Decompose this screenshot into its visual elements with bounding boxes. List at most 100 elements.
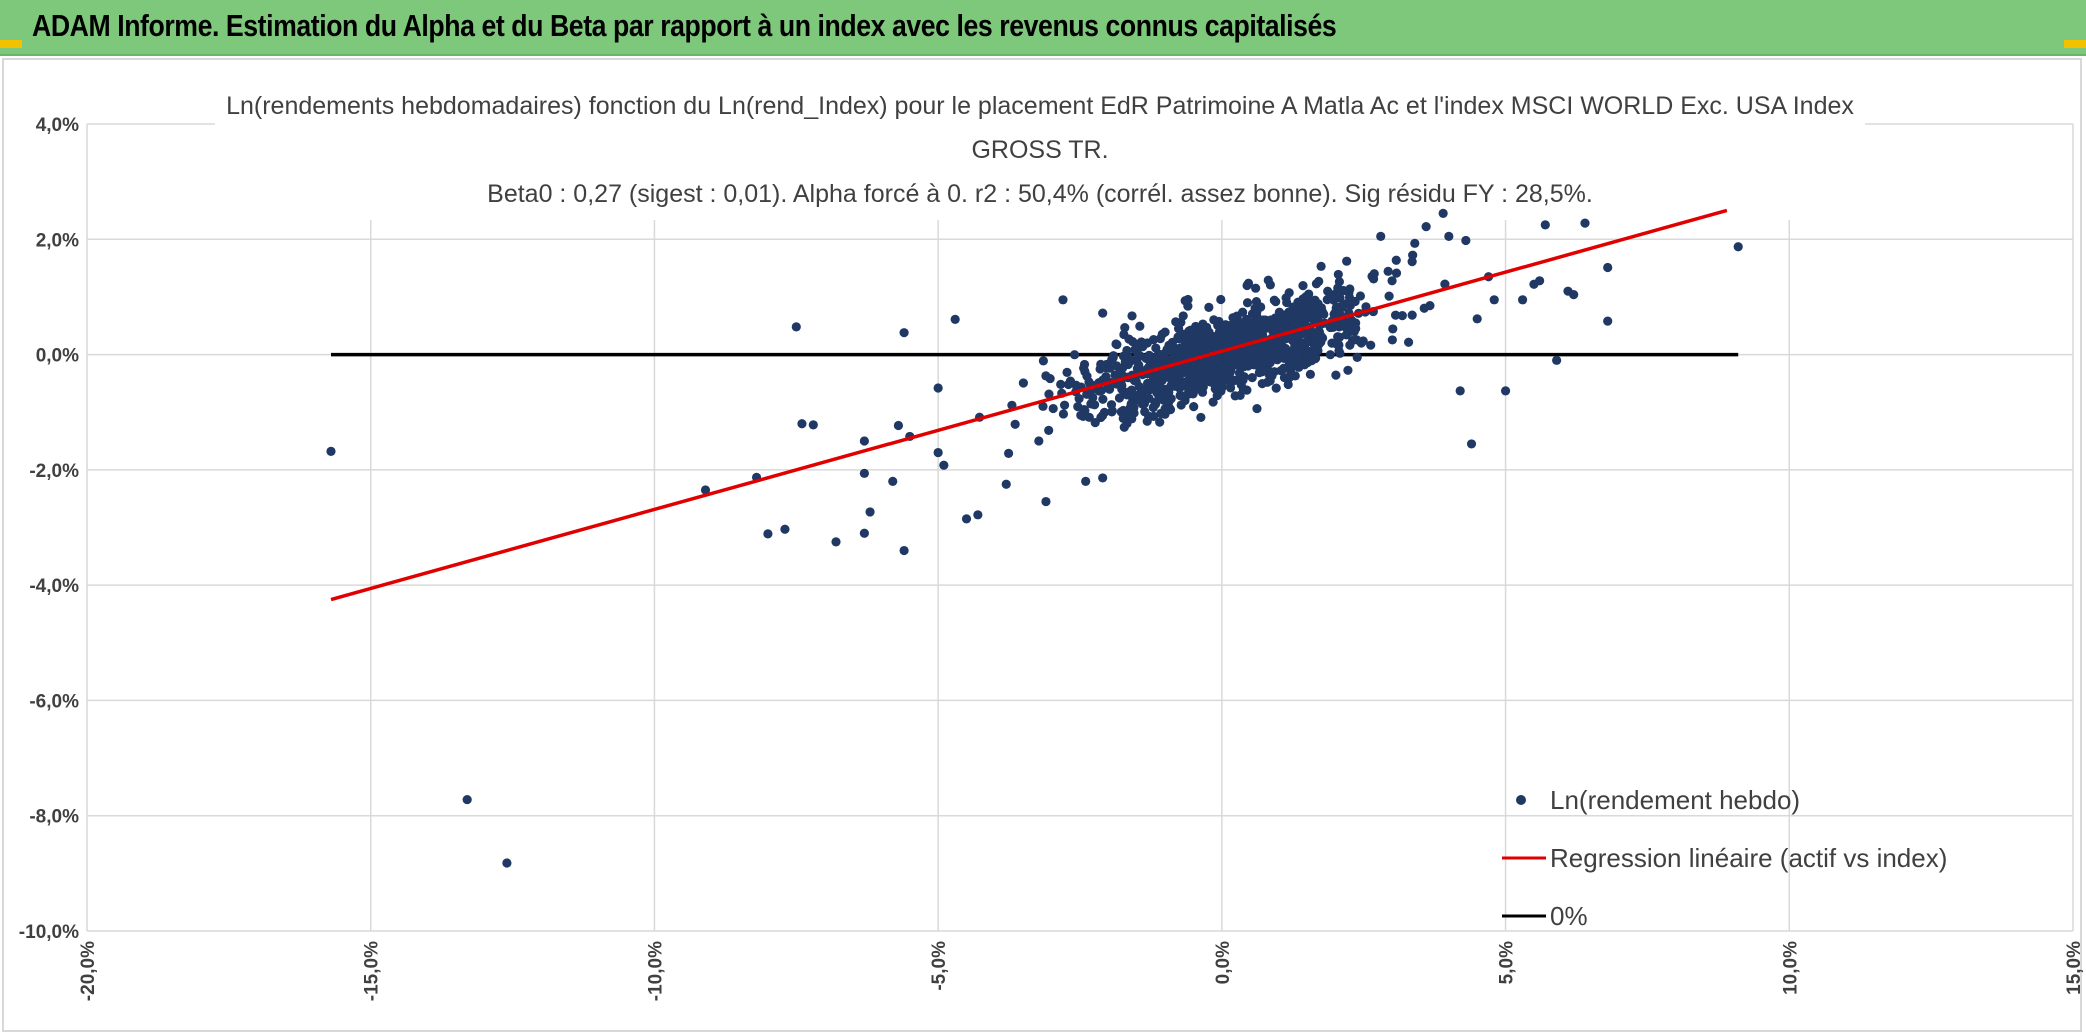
scatter-point bbox=[1345, 284, 1355, 294]
scatter-point bbox=[797, 419, 807, 429]
scatter-point bbox=[1216, 294, 1226, 305]
scatter-point bbox=[865, 507, 875, 517]
scatter-point bbox=[1210, 384, 1220, 394]
gridlines bbox=[86, 123, 2074, 932]
scatter-point bbox=[1349, 326, 1359, 337]
scatter-point bbox=[899, 545, 909, 556]
scatter-point bbox=[1156, 408, 1166, 419]
scatter-point bbox=[1118, 351, 1129, 361]
scatter-point bbox=[763, 529, 773, 539]
chart-title: Ln(rendements hebdomadaires) fonction du… bbox=[215, 80, 1865, 220]
scatter-point bbox=[1472, 314, 1482, 324]
scatter-point bbox=[1223, 367, 1233, 377]
scatter-point bbox=[1298, 294, 1308, 304]
scatter-point bbox=[1366, 340, 1376, 350]
x-tick-label: 0,0% bbox=[1213, 941, 1234, 984]
regression-line bbox=[330, 208, 1728, 602]
scatter-point bbox=[1273, 325, 1283, 335]
scatter-point bbox=[1271, 297, 1281, 307]
scatter-point bbox=[1189, 402, 1199, 412]
scatter-point bbox=[1271, 383, 1281, 393]
legend-label-regression: Regression linéaire (actif vs index) bbox=[1550, 843, 1947, 873]
scatter-point bbox=[1044, 425, 1054, 435]
scatter-point bbox=[1376, 231, 1386, 242]
scatter-point bbox=[1178, 342, 1188, 352]
scatter-point bbox=[1044, 389, 1054, 399]
scatter-point bbox=[1455, 386, 1465, 396]
scatter-point bbox=[1175, 380, 1186, 390]
scatter-point bbox=[1112, 339, 1122, 350]
scatter-point bbox=[1603, 262, 1613, 273]
chart-title-line-3: Beta0 : 0,27 (sigest : 0,01). Alpha forc… bbox=[487, 180, 1593, 208]
y-tick-label: 0,0% bbox=[36, 346, 79, 367]
scatter-point bbox=[1293, 305, 1304, 315]
scatter-point bbox=[1155, 417, 1165, 427]
scatter-point bbox=[1410, 238, 1420, 248]
scatter-point bbox=[1056, 379, 1066, 389]
legend: Ln(rendement hebdo) Regression linéaire … bbox=[1502, 785, 1947, 931]
scatter-point bbox=[1333, 269, 1343, 280]
scatter-point bbox=[1074, 394, 1084, 404]
x-tick-label: -5,0% bbox=[929, 941, 950, 991]
scatter-point bbox=[1183, 348, 1193, 358]
scatter-point bbox=[1290, 371, 1300, 381]
scatter-point bbox=[1284, 315, 1294, 325]
scatter-point bbox=[1339, 299, 1350, 309]
scatter-point bbox=[1279, 364, 1289, 374]
scatter-point bbox=[1041, 496, 1051, 507]
scatter-point bbox=[1149, 411, 1159, 421]
scatter-point bbox=[1018, 378, 1028, 388]
x-tick-label: -15,0% bbox=[362, 941, 383, 1001]
scatter-point bbox=[1255, 356, 1265, 367]
scatter-point bbox=[1230, 391, 1240, 401]
scatter-point bbox=[1144, 350, 1154, 360]
scatter-point bbox=[1244, 330, 1255, 340]
scatter-point bbox=[1197, 387, 1208, 397]
x-tick-label: 15,0% bbox=[2064, 941, 2085, 995]
scatter-point bbox=[1310, 354, 1320, 364]
scatter-point bbox=[1058, 295, 1068, 305]
scatter-point bbox=[1286, 308, 1296, 318]
scatter-point bbox=[700, 485, 711, 495]
scatter-point bbox=[1257, 315, 1267, 325]
scatter-point bbox=[1228, 355, 1238, 365]
scatter-point bbox=[1333, 332, 1343, 342]
scatter-point bbox=[1080, 406, 1090, 416]
scatter-point bbox=[859, 436, 869, 446]
scatter-point bbox=[1081, 476, 1091, 486]
scatter-point bbox=[1347, 335, 1358, 346]
scatter-point bbox=[1407, 310, 1417, 320]
scatter-point bbox=[1603, 316, 1613, 326]
scatter-point bbox=[1421, 222, 1431, 232]
scatter-point bbox=[1384, 291, 1394, 301]
scatter-point bbox=[1135, 321, 1145, 331]
scatter-point bbox=[1071, 380, 1081, 390]
scatter-point bbox=[1125, 403, 1135, 413]
scatter-point bbox=[1082, 389, 1092, 399]
scatter-point bbox=[1185, 335, 1196, 345]
scatter-point bbox=[1203, 344, 1213, 354]
scatter-point bbox=[859, 528, 869, 538]
scatter-point bbox=[831, 537, 841, 547]
scatter-point bbox=[1204, 302, 1214, 312]
scatter-point bbox=[1188, 363, 1198, 373]
scatter-point bbox=[1118, 413, 1128, 423]
x-tick-label: 10,0% bbox=[1780, 941, 1801, 995]
scatter-point bbox=[1080, 366, 1090, 377]
scatter-point bbox=[1088, 399, 1098, 409]
scatter-point bbox=[1107, 354, 1117, 365]
scatter-point bbox=[1001, 479, 1011, 489]
scatter-point bbox=[1214, 316, 1224, 327]
scatter-point bbox=[1197, 361, 1207, 371]
scatter-point bbox=[1296, 342, 1306, 352]
scatter-point bbox=[780, 524, 790, 534]
scatter-point bbox=[1350, 296, 1360, 307]
scatter-point bbox=[1208, 397, 1218, 407]
scatter-point bbox=[1048, 403, 1058, 414]
scatter-point bbox=[1342, 256, 1352, 266]
scatter-point bbox=[933, 447, 943, 458]
scatter-point bbox=[1228, 313, 1238, 323]
scatter-point bbox=[1305, 369, 1315, 379]
scatter-point bbox=[1188, 389, 1198, 399]
